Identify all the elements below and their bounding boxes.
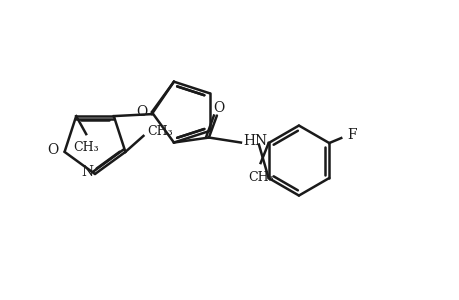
Text: CH₃: CH₃ — [73, 141, 99, 154]
Text: CH₃: CH₃ — [147, 125, 173, 138]
Text: CH₃: CH₃ — [247, 171, 273, 184]
Text: N: N — [81, 165, 93, 179]
Text: HN: HN — [242, 134, 267, 148]
Text: O: O — [47, 143, 58, 157]
Text: O: O — [213, 100, 224, 115]
Text: O: O — [136, 105, 147, 119]
Text: F: F — [347, 128, 356, 142]
